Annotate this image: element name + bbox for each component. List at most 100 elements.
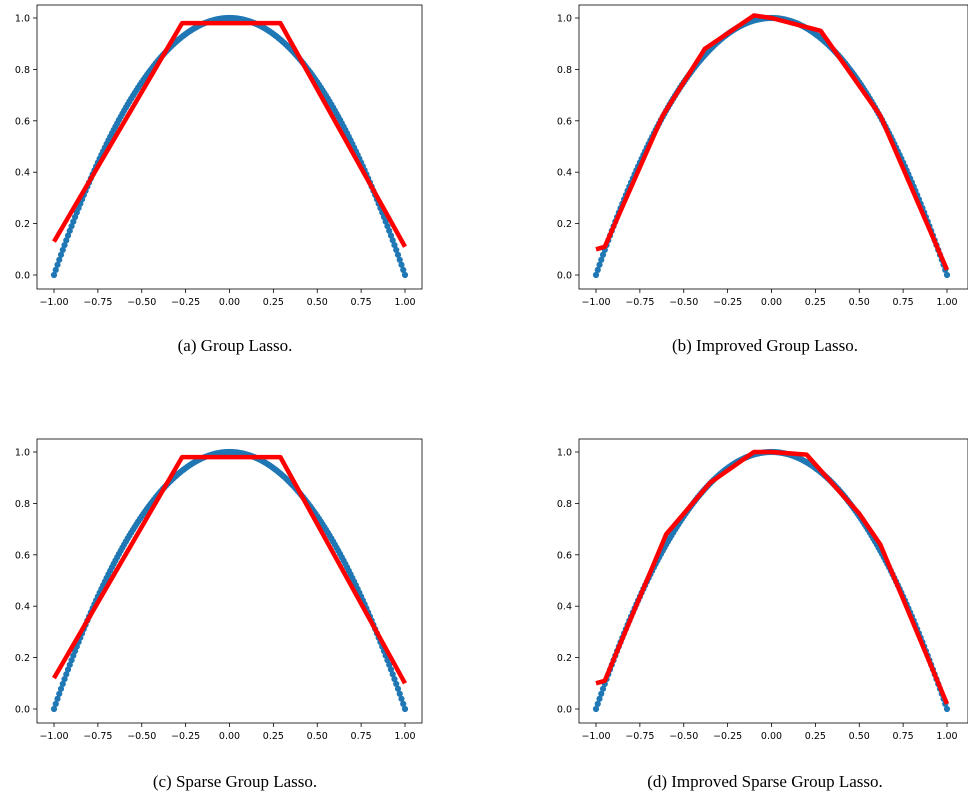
scatter-point <box>391 675 398 683</box>
scatter-point <box>386 661 393 668</box>
y-tick-label: 0.8 <box>15 65 30 76</box>
scatter-point <box>52 700 59 707</box>
y-tick-label: 0.0 <box>557 705 572 716</box>
fit-line <box>52 454 407 685</box>
scatter-point <box>57 251 65 258</box>
x-tick-label: 0.00 <box>761 731 782 742</box>
caption-b: (b) Improved Group Lasso. <box>671 336 858 355</box>
scatter-point <box>59 246 66 254</box>
plot-area <box>50 14 409 279</box>
scatter-point <box>387 666 395 673</box>
scatter-point <box>400 266 407 273</box>
scatter-series <box>50 14 409 279</box>
y-tick-label: 1.0 <box>557 14 572 25</box>
scatter-point <box>394 685 402 692</box>
x-tick-label: 0.00 <box>761 297 782 308</box>
scatter-point <box>63 671 70 678</box>
axes-frame <box>578 438 968 724</box>
scatter-point <box>56 256 63 263</box>
scatter-point <box>52 266 59 273</box>
y-tick-label: 0.4 <box>15 602 30 613</box>
x-tick-label: −0.50 <box>127 731 156 742</box>
y-tick-label: 0.8 <box>15 499 30 510</box>
x-tick-label: 0.50 <box>307 297 328 308</box>
scatter-point <box>54 261 61 268</box>
plot-area <box>592 448 951 713</box>
fit-line <box>52 20 407 248</box>
x-tick-label: 1.00 <box>936 297 957 308</box>
x-tick-label: 0.25 <box>805 731 826 742</box>
scatter-point <box>599 685 607 692</box>
scatter-point <box>598 690 605 697</box>
scatter-point <box>54 695 61 702</box>
scatter-series <box>50 448 409 713</box>
x-tick-label: −0.50 <box>669 731 698 742</box>
scatter-point <box>66 661 73 668</box>
scatter-point <box>596 695 603 702</box>
scatter-point <box>56 690 63 697</box>
x-tick-label: 0.25 <box>805 297 826 308</box>
scatter-point <box>50 271 58 279</box>
axes-frame <box>578 4 968 290</box>
scatter-point <box>393 246 400 254</box>
y-tick-label: 1.0 <box>557 448 572 459</box>
y-tick-label: 1.0 <box>15 448 30 459</box>
scatter-point <box>64 232 72 239</box>
x-tick-label: 0.25 <box>263 297 284 308</box>
x-tick-label: 0.50 <box>849 297 870 308</box>
scatter-point <box>396 690 403 697</box>
x-tick-label: 0.00 <box>219 297 240 308</box>
scatter-point <box>396 256 403 263</box>
scatter-point <box>599 251 607 258</box>
y-tick-label: 0.6 <box>557 550 572 561</box>
plot-panel-a: −1.00 −0.75 −0.50 −0.25 0.00 0.25 0.50 0.75 1.00… <box>0 0 440 310</box>
scatter-point <box>64 666 72 673</box>
x-tick-label: −0.75 <box>625 731 654 742</box>
y-tick-label: 0.6 <box>15 550 30 561</box>
x-tick-label: 0.25 <box>263 731 284 742</box>
x-tick-label: −1.00 <box>39 731 68 742</box>
scatter-point <box>59 680 66 688</box>
x-tick-label: −0.75 <box>625 297 654 308</box>
scatter-point <box>594 700 601 707</box>
scatter-point <box>401 271 409 279</box>
axes-frame <box>36 438 423 724</box>
scatter-point <box>391 241 398 249</box>
caption-a: (a) Group Lasso. <box>177 336 293 355</box>
y-tick-label: 0.0 <box>557 271 572 282</box>
x-tick-label: 0.75 <box>893 731 914 742</box>
chart-svg: −1.00 −0.75 −0.50 −0.25 0.00 0.25 0.50 0.75 1.00… <box>557 4 968 308</box>
plot-panel-d: −1.00 −0.75 −0.50 −0.25 0.00 0.25 0.50 0.75 1.0 0… <box>542 434 968 744</box>
y-tick-label: 0.0 <box>15 705 30 716</box>
scatter-point <box>50 705 58 713</box>
y-tick-label: 0.8 <box>557 499 572 510</box>
y-tick-label: 0.2 <box>557 653 572 664</box>
chart-svg: −1.00 −0.75 −0.50 −0.25 0.00 0.25 0.50 0.75 1.00… <box>15 438 423 742</box>
scatter-point <box>398 695 405 702</box>
x-tick-label: 0.50 <box>849 731 870 742</box>
scatter-point <box>596 261 603 268</box>
scatter-point <box>387 232 395 239</box>
y-tick-label: 0.2 <box>15 219 30 230</box>
x-tick-label: −0.25 <box>713 731 742 742</box>
scatter-point <box>63 237 70 244</box>
x-tick-label: −1.00 <box>581 297 610 308</box>
y-tick-label: 0.6 <box>15 116 30 127</box>
fit-line <box>595 449 950 705</box>
scatter-point <box>66 227 73 234</box>
x-tick-label: 1.00 <box>394 731 415 742</box>
scatter-point <box>401 705 409 713</box>
plot-panel-c: −1.00 −0.75 −0.50 −0.25 0.00 0.25 0.50 0.75 1.00… <box>0 434 440 744</box>
x-tick-label: 0.50 <box>307 731 328 742</box>
x-tick-label: −0.75 <box>83 731 112 742</box>
plot-area <box>50 448 409 713</box>
plot-area <box>592 13 951 279</box>
y-tick-label: 0.6 <box>557 116 572 127</box>
chart-svg: −1.00 −0.75 −0.50 −0.25 0.00 0.25 0.50 0.75 1.00… <box>15 4 423 308</box>
scatter-point <box>389 237 396 244</box>
x-tick-label: −0.50 <box>669 297 698 308</box>
x-tick-label: −1.00 <box>581 731 610 742</box>
y-tick-label: 0.2 <box>15 653 30 664</box>
scatter-point <box>61 675 68 683</box>
y-tick-label: 0.4 <box>557 168 572 179</box>
